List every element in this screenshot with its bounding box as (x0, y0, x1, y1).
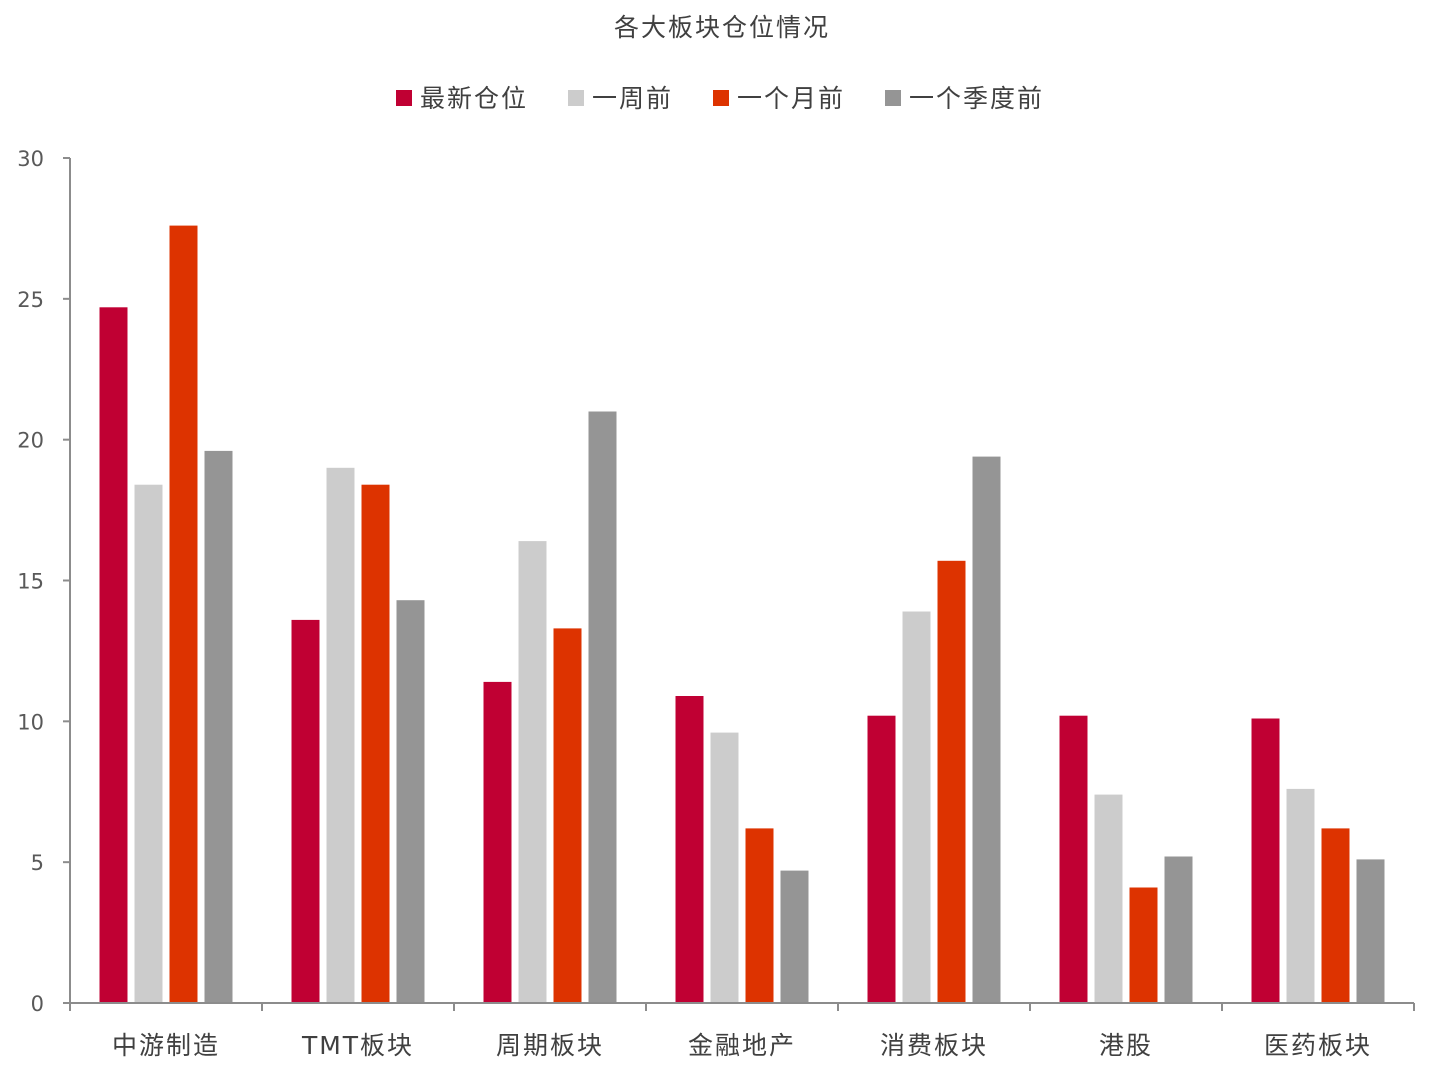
legend-item: 一周前 (568, 84, 673, 113)
bar (204, 450, 233, 1003)
legend-swatch (396, 90, 412, 106)
legend-label: 一个月前 (737, 84, 845, 113)
legend: 最新仓位 一周前 一个月前 一个季度前 (396, 84, 1044, 113)
x-tick-label: 医药板块 (1264, 1031, 1372, 1060)
bar (1164, 856, 1193, 1003)
legend-swatch (713, 90, 729, 106)
bar (1059, 715, 1088, 1003)
legend-swatch (885, 90, 901, 106)
x-tick-label: 周期板块 (496, 1031, 604, 1060)
bar (483, 681, 512, 1003)
bars (99, 225, 1385, 1004)
x-tick-label: 金融地产 (688, 1031, 796, 1060)
bar (588, 411, 617, 1003)
x-tick-label: 中游制造 (112, 1031, 220, 1060)
chart-title: 各大板块仓位情况 (614, 13, 830, 42)
bar (518, 541, 547, 1003)
bar (867, 715, 896, 1003)
x-axis-ticks: 中游制造 TMT板块 周期板块 金融地产 消费板块 港股 医药板块 (69, 1003, 1415, 1060)
bar (675, 696, 704, 1003)
bar (553, 628, 582, 1003)
bar (1321, 828, 1350, 1003)
bar (902, 611, 931, 1003)
x-tick-label: 港股 (1099, 1031, 1153, 1060)
bar (1286, 788, 1315, 1003)
bar (99, 307, 128, 1003)
bar (361, 484, 390, 1003)
bar (291, 619, 320, 1003)
bar (134, 484, 163, 1003)
bar (1129, 887, 1158, 1003)
bar (937, 560, 966, 1003)
y-tick-label: 20 (17, 429, 44, 453)
y-tick-label: 30 (17, 147, 44, 171)
y-tick-label: 0 (31, 992, 44, 1016)
y-tick-label: 10 (17, 710, 44, 734)
x-tick-label: TMT板块 (301, 1031, 414, 1060)
bar (326, 467, 355, 1003)
bar (745, 828, 774, 1003)
bar (169, 225, 198, 1004)
y-tick-label: 25 (17, 288, 44, 312)
legend-label: 一个季度前 (909, 84, 1044, 113)
bar (1356, 859, 1385, 1003)
legend-item: 一个月前 (713, 84, 845, 113)
bar (972, 456, 1001, 1004)
bar (1094, 794, 1123, 1003)
legend-swatch (568, 90, 584, 106)
bar (1251, 718, 1280, 1003)
x-tick-label: 消费板块 (880, 1031, 988, 1060)
bar (396, 600, 425, 1003)
bar (780, 870, 809, 1003)
y-tick-label: 15 (17, 570, 44, 594)
axes (69, 158, 1414, 1004)
bar (710, 732, 739, 1003)
legend-label: 最新仓位 (420, 84, 528, 113)
legend-item: 一个季度前 (885, 84, 1044, 113)
legend-item: 最新仓位 (396, 84, 528, 113)
legend-label: 一周前 (592, 84, 673, 113)
y-axis-ticks: 0 5 10 15 20 25 30 (17, 147, 70, 1016)
y-tick-label: 5 (31, 851, 44, 875)
